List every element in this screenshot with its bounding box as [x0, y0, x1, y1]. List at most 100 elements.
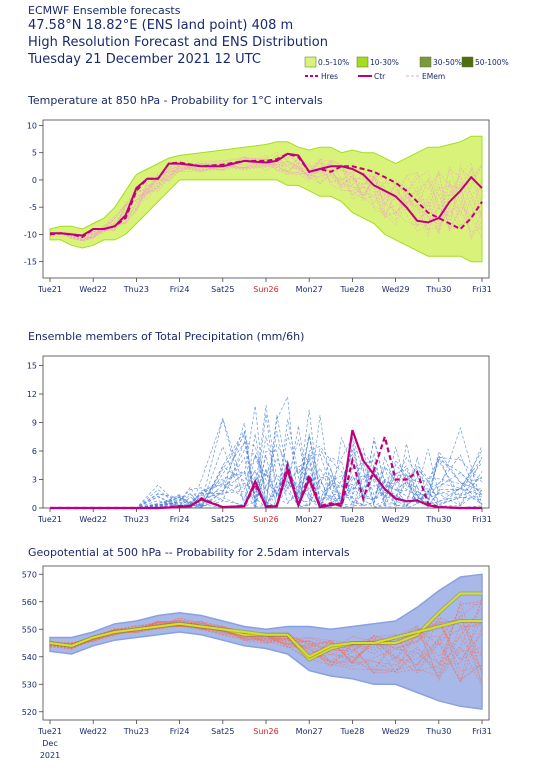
ensemble-member-line: [49, 154, 483, 239]
y-tick-label-1: 12: [27, 390, 37, 399]
series-ctr-line: [50, 152, 483, 237]
ensemble-member-line: [50, 419, 483, 509]
ensemble-member-line: [50, 434, 483, 509]
y-tick-label-3: 6: [32, 447, 37, 456]
ensemble-member-line: [49, 156, 483, 239]
legend-swatch-1: [356, 56, 369, 68]
ensemble-member-line: [50, 455, 483, 509]
ensemble-member-line: [50, 409, 483, 509]
ensemble-member-line: [49, 161, 483, 238]
x-tick-label-7: Tue28: [339, 285, 364, 294]
x-tick-label-6: Mon27: [296, 285, 323, 294]
x-tick-label-0: Tue21: [37, 285, 62, 294]
y-tick-label-1: 560: [22, 598, 37, 607]
x-axis-month-label: Dec: [42, 739, 57, 748]
ensemble-member-line: [49, 161, 483, 240]
x-axis-year-label: 2021: [40, 751, 60, 760]
header-location: 47.58°N 18.82°E (ENS land point) 408 m: [28, 18, 294, 33]
ensemble-member-line: [49, 158, 483, 241]
temperature-chart: 10 5 0 -5 -10 -15 Tue21 Wed22 Thu23 Fri24 Sat25 Sun…: [24, 119, 492, 294]
legend-swatch-2: [419, 56, 432, 68]
ensemble-member-line: [50, 414, 483, 509]
x-tick-label-8: Wed29: [382, 727, 410, 736]
x-tick-label-6: Mon27: [296, 727, 323, 736]
legend-label-0: 0.5-10%: [318, 58, 349, 67]
ensemble-member-line: [50, 415, 483, 509]
legend-label-2: 30-50%: [433, 58, 462, 67]
ensemble-member-line: [49, 161, 483, 241]
ensemble-member-line: [50, 405, 483, 509]
y-tick-label-0: 15: [27, 362, 37, 371]
x-tick-label-0: Tue21: [37, 515, 62, 524]
y-tick-label-4: 3: [32, 476, 37, 485]
x-tick-label-5: Sun26: [253, 515, 278, 524]
y-tick-label-0: 10: [27, 121, 37, 130]
ensemble-member-line: [49, 620, 483, 656]
legend-label-1: 10-30%: [370, 58, 399, 67]
x-tick-label-9: Thu30: [425, 285, 451, 294]
ensemble-member-line: [49, 617, 483, 685]
x-tick-label-6: Mon27: [296, 515, 323, 524]
x-tick-label-5: Sun26: [253, 285, 278, 294]
legend-label-3: 50-100%: [475, 58, 509, 67]
x-tick-label-1: Wed22: [79, 727, 107, 736]
x-tick-label-9: Thu30: [425, 727, 451, 736]
probability-band: [49, 573, 483, 710]
x-tick-label-3: Fri24: [170, 515, 190, 524]
ensemble-member-line: [49, 157, 483, 241]
x-tick-label-1: Wed22: [79, 285, 107, 294]
x-tick-label-3: Fri24: [170, 285, 190, 294]
legend-line-label-1: Ctr: [374, 72, 386, 81]
y-tick-label-4: -10: [24, 230, 37, 239]
series-ctr-line: [50, 429, 482, 510]
legend-swatch-0: [304, 56, 317, 68]
x-tick-label-0: Tue21: [37, 727, 62, 736]
ensemble-member-line: [49, 152, 483, 241]
ensemble-member-line: [49, 151, 483, 239]
ensemble-member-line: [50, 435, 483, 509]
geopotential-chart: 570 560 550 540 530 520 Tue21 Wed22 Thu23 Fri24 Sa…: [22, 565, 492, 760]
x-tick-label-4: Sat25: [211, 515, 234, 524]
x-tick-label-4: Sat25: [211, 285, 234, 294]
ensemble-member-line: [49, 158, 483, 241]
header-date: Tuesday 21 December 2021 12 UTC: [28, 52, 261, 67]
x-tick-label-3: Fri24: [170, 727, 190, 736]
ensemble-member-line: [49, 619, 483, 681]
x-tick-label-4: Sat25: [211, 727, 234, 736]
y-tick-label-5: -15: [24, 258, 37, 267]
series-ctr-line: [49, 620, 482, 659]
precip-chart-title: Ensemble members of Total Precipitation …: [28, 330, 305, 343]
geopotential-chart-title: Geopotential at 500 hPa -- Probability f…: [28, 546, 350, 559]
temperature-chart-title: Temperature at 850 hPa - Probability for…: [28, 94, 323, 107]
legend-line-label-0: Hres: [321, 72, 338, 81]
ensemble-member-line: [50, 430, 483, 509]
ensemble-member-line: [50, 417, 483, 509]
ensemble-member-line: [49, 156, 483, 242]
x-tick-label-10: Fri31: [472, 515, 492, 524]
x-tick-label-2: Thu23: [123, 727, 149, 736]
y-tick-label-4: 530: [22, 680, 37, 689]
x-tick-label-2: Thu23: [123, 515, 149, 524]
y-tick-label-3: -5: [29, 203, 37, 212]
ensemble-member-line: [50, 442, 483, 509]
probability-band: [49, 135, 483, 263]
legend: 0.5-10% 10-30% 30-50% 50-100% Hres Ctr EMem: [304, 56, 509, 81]
y-tick-label-2: 0: [32, 176, 37, 185]
y-tick-label-5: 0: [32, 504, 37, 513]
legend-swatch-3: [461, 56, 474, 68]
y-tick-label-0: 570: [22, 570, 37, 579]
x-tick-label-8: Wed29: [382, 285, 410, 294]
y-tick-label-5: 520: [22, 708, 37, 717]
header-source: ECMWF Ensemble forecasts: [28, 4, 181, 17]
y-tick-label-1: 5: [32, 149, 37, 158]
x-tick-label-5: Sun26: [253, 727, 278, 736]
legend-line-label-2: EMem: [422, 72, 445, 81]
x-tick-label-2: Thu23: [123, 285, 149, 294]
ensemble-member-line: [49, 621, 483, 669]
x-tick-label-8: Wed29: [382, 515, 410, 524]
y-tick-label-2: 550: [22, 625, 37, 634]
y-tick-label-2: 9: [32, 419, 37, 428]
ensemble-member-line: [49, 601, 483, 677]
x-tick-label-7: Tue28: [339, 727, 364, 736]
plot-frame: [42, 355, 490, 509]
